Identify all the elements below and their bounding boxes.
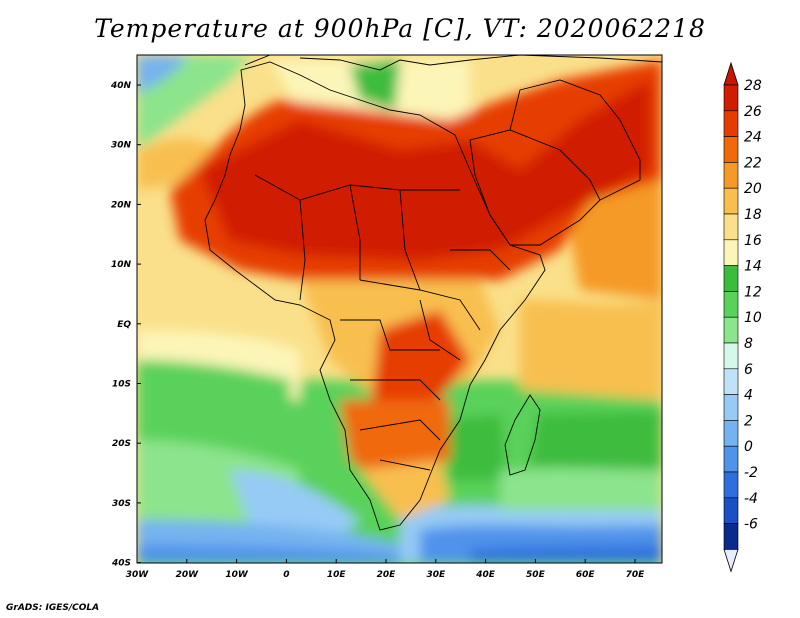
lon-tick-label: 0	[283, 570, 289, 580]
colorbar-label: 18	[744, 207, 762, 223]
colorbar-label: 22	[744, 155, 762, 171]
lon-tick-label: 30E	[426, 570, 446, 580]
lat-tick-label: 20S	[112, 439, 131, 449]
colorbar-segment	[723, 84, 739, 112]
lon-tick-label: 10W	[225, 570, 249, 580]
lat-tick-label: 40S	[111, 559, 131, 569]
colorbar-segment	[723, 394, 739, 421]
colorbar-label: 14	[744, 259, 762, 275]
temperature-field	[137, 55, 662, 563]
lat-tick-label: 30N	[111, 141, 132, 151]
lat-tick-label: 10N	[111, 260, 132, 270]
colorbar-segment	[723, 420, 739, 447]
colorbar-label: 24	[744, 130, 762, 146]
colorbar-label: 2	[744, 413, 753, 429]
colorbar-segment	[723, 497, 739, 524]
colorbar-label: -2	[744, 465, 758, 481]
colorbar-label: 16	[744, 233, 762, 249]
colorbar-label: 20	[744, 181, 762, 197]
colorbar-label: 8	[744, 336, 753, 352]
lat-tick-label: EQ	[117, 320, 131, 330]
lon-tick-label: 20W	[176, 570, 200, 580]
colorbar-label: 26	[744, 104, 762, 120]
colorbar-segment	[723, 291, 739, 318]
colorbar-segment	[723, 445, 739, 473]
colorbar-segment	[723, 162, 739, 189]
lon-tick-label: 30W	[126, 570, 150, 580]
lon-tick-label: 10E	[327, 570, 347, 580]
lon-axis: 30W 20W 10W 0 10E 20E 30E 40E 50E 60E 70E	[126, 559, 645, 580]
colorbar-label: 10	[744, 310, 762, 326]
colorbar-segment	[723, 265, 739, 292]
colorbar-segment	[723, 316, 739, 344]
colorbar-label: 0	[744, 439, 753, 455]
colorbar-segment	[723, 187, 739, 215]
lon-tick-label: 40E	[475, 570, 496, 580]
colorbar-segment	[723, 523, 739, 550]
colorbar-label: 28	[744, 78, 762, 94]
colorbar-label: -6	[744, 517, 758, 533]
colorbar-segment	[723, 110, 739, 137]
colorbar-segment	[723, 368, 739, 395]
colorbar-label: 4	[744, 388, 753, 404]
lat-tick-label: 20N	[111, 200, 132, 210]
colorbar-segment	[723, 136, 739, 163]
colorbar-label: -4	[744, 491, 758, 507]
lat-tick-label: 40N	[110, 81, 132, 91]
colorbar-bottom-arrow	[723, 549, 739, 573]
grads-credit: GrADS: IGES/COLA	[6, 603, 100, 613]
colorbar-segment	[723, 342, 739, 370]
lon-tick-label: 50E	[526, 570, 546, 580]
lat-tick-label: 30S	[112, 499, 131, 509]
plot-frame	[136, 54, 663, 564]
map-title: Temperature at 900hPa [C], VT: 202006221…	[94, 14, 706, 43]
colorbar-segment	[723, 213, 739, 241]
colorbar-label: 6	[744, 362, 753, 378]
colorbar-top-arrow	[723, 61, 739, 86]
lon-tick-label: 70E	[626, 570, 646, 580]
colorbar-segment	[723, 471, 739, 499]
country-boundaries	[204, 55, 662, 531]
lon-tick-label: 60E	[576, 570, 596, 580]
colorbar-segment	[723, 239, 739, 266]
lat-tick-label: 10S	[112, 380, 131, 390]
lon-tick-label: 20E	[377, 570, 397, 580]
colorbar-label: 12	[744, 284, 762, 300]
lat-axis: 40N 30N 20N 10N EQ 10S 20S 30S 40S	[110, 81, 141, 569]
